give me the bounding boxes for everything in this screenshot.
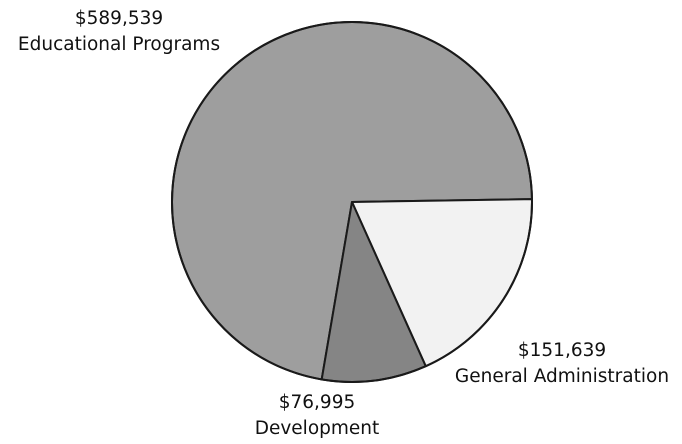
- value-label-general-administration: $151,639: [517, 340, 607, 361]
- label-educational-programs: $589,539 Educational Programs: [8, 6, 230, 58]
- category-label-development: Development: [254, 418, 380, 439]
- value-label-development: $76,995: [278, 392, 356, 413]
- category-label-educational-programs: Educational Programs: [17, 34, 221, 55]
- category-label-general-administration: General Administration: [454, 366, 670, 387]
- value-label-educational-programs: $589,539: [74, 8, 164, 29]
- label-development: $76,995 Development: [252, 390, 382, 442]
- label-general-administration: $151,639 General Administration: [444, 338, 680, 390]
- pie-outline: [171, 21, 533, 383]
